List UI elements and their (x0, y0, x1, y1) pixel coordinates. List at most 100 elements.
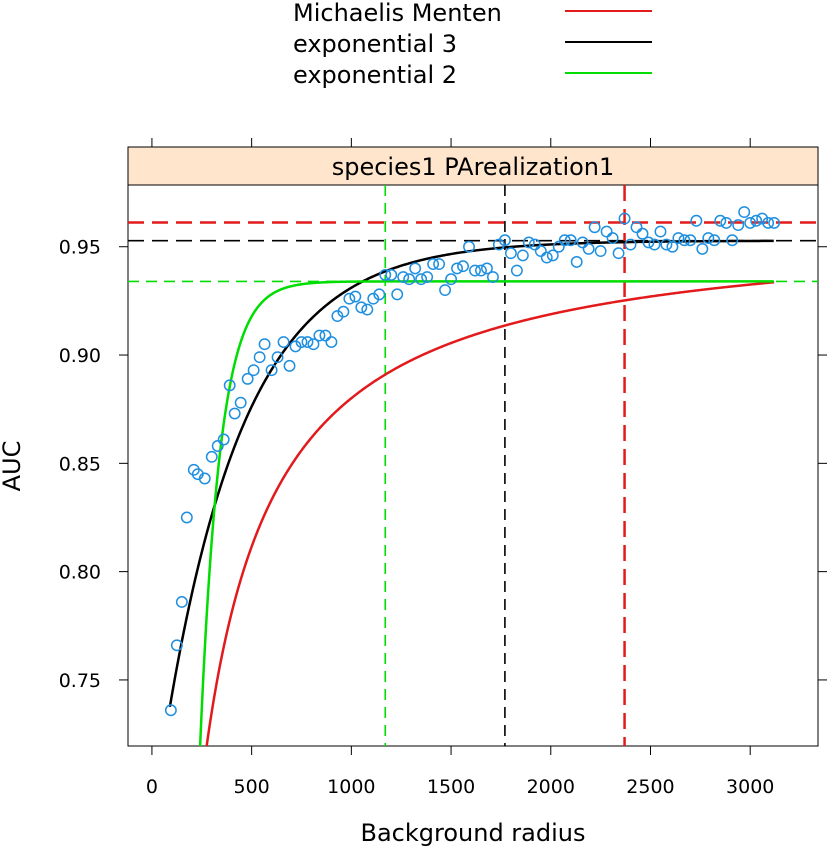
data-point (307, 338, 320, 351)
data-point (624, 238, 637, 251)
data-point (618, 212, 631, 225)
plot-frame (127, 184, 819, 747)
x-tick-label: 1000 (327, 776, 375, 798)
data-point (205, 450, 218, 463)
data-point (427, 258, 440, 271)
data-point (582, 242, 595, 255)
data-point (744, 216, 757, 229)
data-point (234, 396, 247, 409)
data-point (379, 268, 392, 281)
x-tick-label: 2500 (626, 776, 674, 798)
data-point (690, 214, 703, 227)
data-point (180, 511, 193, 524)
data-point (756, 212, 769, 225)
data-point (265, 364, 278, 377)
data-point (403, 273, 416, 286)
data-point (594, 245, 607, 258)
data-point (445, 273, 458, 286)
data-point (732, 219, 745, 232)
curve-exponential-3 (168, 239, 774, 708)
x-tick-label: 500 (234, 776, 270, 798)
data-point (361, 303, 374, 316)
y-tick-label: 0.90 (59, 345, 101, 367)
data-point (164, 704, 177, 717)
data-point (678, 234, 691, 247)
data-point (552, 240, 565, 253)
legend-label-exponential-2: exponential 2 (293, 61, 457, 89)
y-tick-label: 0.75 (59, 670, 101, 692)
data-point (654, 225, 667, 238)
data-point (373, 288, 386, 301)
curve-exponential-2 (198, 280, 774, 746)
data-point (349, 290, 362, 303)
data-point (768, 216, 781, 229)
data-point (211, 440, 224, 452)
data-point (570, 255, 583, 268)
y-tick-label: 0.95 (59, 237, 101, 259)
axis-ticks (119, 138, 827, 755)
reference-lines (128, 185, 818, 746)
data-point (457, 260, 469, 273)
data-point (409, 262, 422, 275)
y-tick-label: 0.80 (59, 562, 101, 584)
data-point (600, 225, 613, 238)
fitted-curves (168, 239, 775, 746)
data-point (738, 206, 751, 219)
legend-label-exponential-3: exponential 3 (293, 30, 457, 58)
data-point (313, 329, 326, 342)
legend-label-michaelis-menten: Michaelis Menten (293, 0, 502, 27)
data-point (258, 338, 271, 351)
data-point (433, 258, 446, 271)
data-point (576, 236, 589, 249)
data-point (564, 234, 577, 247)
data-point (708, 234, 721, 247)
data-point (319, 329, 332, 342)
data-point (726, 234, 739, 247)
data-point (228, 407, 241, 420)
data-point (481, 262, 493, 275)
data-point (714, 214, 727, 227)
x-axis-label: Background radius (361, 819, 586, 847)
data-point (463, 240, 475, 253)
data-point (558, 234, 571, 247)
data-point (750, 214, 763, 227)
data-point (588, 221, 601, 234)
x-tick-label: 2000 (527, 776, 575, 798)
data-point (295, 336, 308, 348)
data-point (397, 271, 410, 284)
data-point (469, 264, 481, 277)
data-point (439, 284, 452, 297)
data-point (247, 364, 260, 377)
data-point (510, 264, 523, 277)
data-point (702, 232, 715, 245)
data-point (198, 472, 211, 485)
data-point (343, 292, 356, 305)
data-point (331, 310, 344, 322)
axis-tick-labels: 0 500 1000 1500 2000 2500 3000 0.75 0.80 0.85 0.90… (59, 237, 775, 798)
data-point (534, 245, 547, 258)
data-point (475, 264, 487, 277)
x-tick-label: 3000 (726, 776, 774, 798)
data-point (367, 292, 380, 305)
data-point (546, 249, 559, 262)
data-point (660, 238, 673, 251)
data-point (666, 240, 679, 253)
y-tick-label: 0.85 (59, 453, 101, 475)
data-point (606, 232, 619, 245)
curve-michaelis-menten (205, 280, 775, 746)
data-point (612, 247, 625, 260)
data-point (762, 216, 775, 229)
data-point (684, 234, 697, 247)
data-point (636, 227, 649, 240)
data-point (451, 262, 463, 275)
data-point (391, 288, 404, 301)
data-point (528, 238, 541, 251)
data-point (648, 238, 661, 251)
data-point (385, 268, 398, 281)
data-point (241, 372, 254, 385)
data-point (720, 216, 733, 229)
data-point (223, 379, 236, 392)
data-point (277, 336, 290, 348)
data-point (283, 359, 296, 372)
